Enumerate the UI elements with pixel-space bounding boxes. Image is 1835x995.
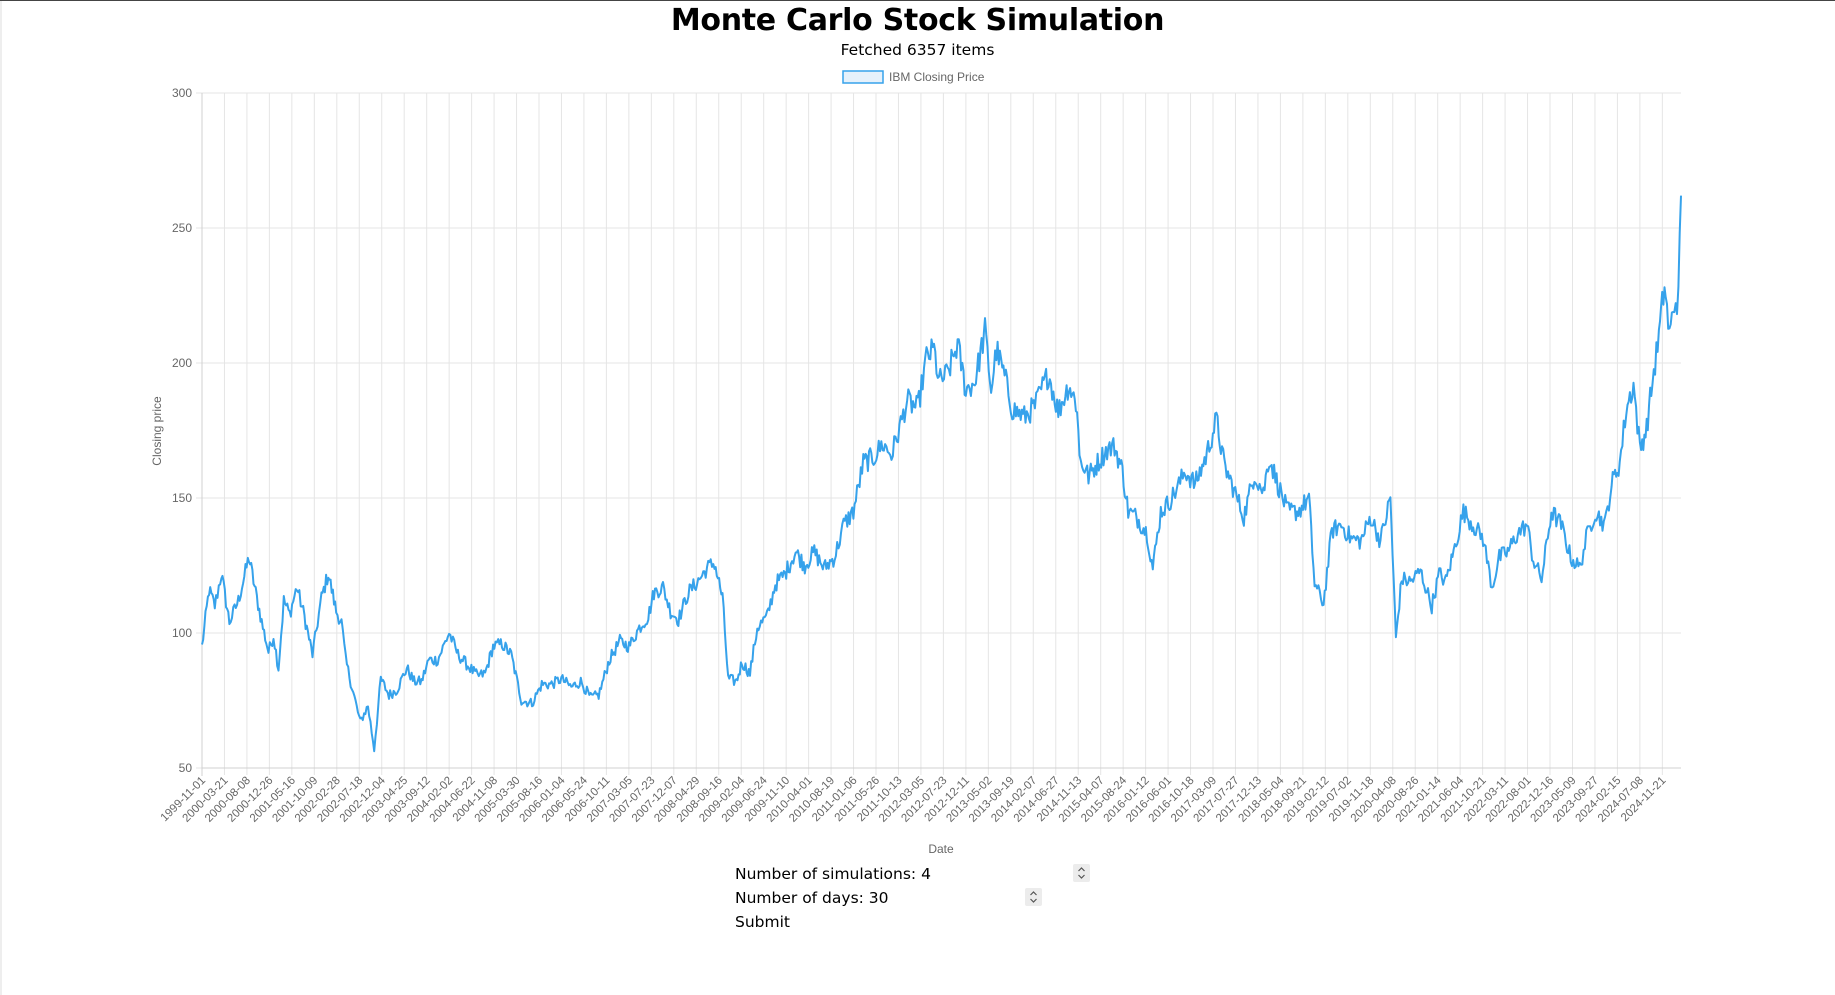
vertical-gridlines	[201, 93, 1663, 775]
y-tick-label: 150	[172, 491, 192, 505]
y-axis-title: Closing price	[150, 396, 164, 466]
x-axis-ticks: 1999-11-012000-03-212000-08-082000-12-26…	[159, 774, 1669, 825]
simulations-stepper[interactable]	[1073, 864, 1090, 882]
days-input[interactable]: Number of days: 30	[735, 889, 889, 907]
y-tick-label: 300	[172, 86, 192, 100]
simulations-input[interactable]: Number of simulations: 4	[735, 865, 931, 883]
y-tick-label: 200	[172, 356, 192, 370]
horizontal-gridlines	[196, 92, 1681, 769]
legend-label: IBM Closing Price	[889, 70, 985, 84]
y-axis-ticks: 50 100 150 200 250 300	[172, 86, 192, 775]
days-stepper[interactable]	[1025, 888, 1042, 906]
page-title: Monte Carlo Stock Simulation	[670, 3, 1165, 38]
chevron-up-down-icon	[1030, 891, 1037, 903]
legend[interactable]: IBM Closing Price	[842, 70, 985, 84]
submit-row: Submit	[735, 913, 790, 931]
simulations-row: Number of simulations: 4	[735, 865, 931, 883]
y-tick-label: 100	[172, 626, 192, 640]
x-axis-title: Date	[928, 842, 954, 856]
y-tick-label: 50	[179, 761, 193, 775]
closing-price-chart: 50 100 150 200 250 300 1999-11-012000-03-2120…	[150, 70, 1682, 856]
y-tick-label: 250	[172, 221, 192, 235]
window-edge	[0, 1, 2, 995]
chevron-up-down-icon	[1078, 867, 1085, 879]
fetched-count-text: Fetched 6357 items	[840, 41, 995, 59]
legend-swatch	[842, 70, 884, 84]
series-line-ibm-closing-price	[201, 195, 1682, 753]
days-row: Number of days: 30	[735, 889, 889, 907]
submit-button[interactable]: Submit	[735, 913, 790, 931]
series-lines	[201, 195, 1682, 753]
